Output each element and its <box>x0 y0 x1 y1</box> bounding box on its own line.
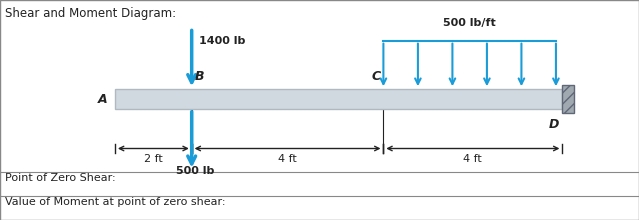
Text: 2 ft: 2 ft <box>144 154 163 164</box>
Text: Point of Zero Shear:: Point of Zero Shear: <box>5 173 116 183</box>
Text: Value of Moment at point of zero shear:: Value of Moment at point of zero shear: <box>5 197 226 207</box>
Text: 500 lb: 500 lb <box>176 166 214 176</box>
Bar <box>562 85 574 113</box>
Text: B: B <box>195 70 204 82</box>
Text: 500 lb/ft: 500 lb/ft <box>443 18 496 28</box>
Text: 4 ft: 4 ft <box>463 154 482 164</box>
Text: Shear and Moment Diagram:: Shear and Moment Diagram: <box>5 7 176 20</box>
Text: 4 ft: 4 ft <box>278 154 297 164</box>
Text: 1400 lb: 1400 lb <box>199 36 246 46</box>
Text: C: C <box>371 70 380 82</box>
Text: D: D <box>549 118 559 131</box>
Bar <box>115 89 562 109</box>
Text: A: A <box>98 92 107 106</box>
